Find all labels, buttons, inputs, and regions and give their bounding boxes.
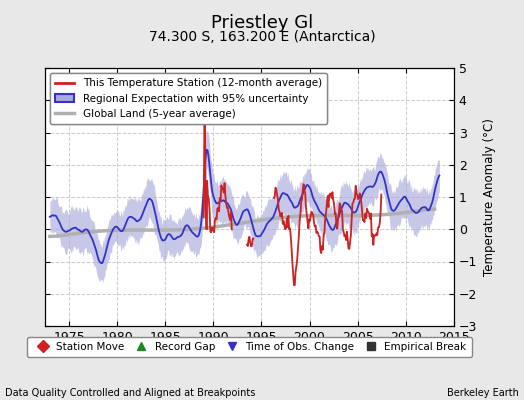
Text: 74.300 S, 163.200 E (Antarctica): 74.300 S, 163.200 E (Antarctica) [149, 30, 375, 44]
Y-axis label: Temperature Anomaly (°C): Temperature Anomaly (°C) [483, 118, 496, 276]
Text: Berkeley Earth: Berkeley Earth [447, 388, 519, 398]
Legend: Station Move, Record Gap, Time of Obs. Change, Empirical Break: Station Move, Record Gap, Time of Obs. C… [27, 337, 472, 357]
Text: Data Quality Controlled and Aligned at Breakpoints: Data Quality Controlled and Aligned at B… [5, 388, 256, 398]
Text: Priestley Gl: Priestley Gl [211, 14, 313, 32]
Legend: This Temperature Station (12-month average), Regional Expectation with 95% uncer: This Temperature Station (12-month avera… [50, 73, 327, 124]
